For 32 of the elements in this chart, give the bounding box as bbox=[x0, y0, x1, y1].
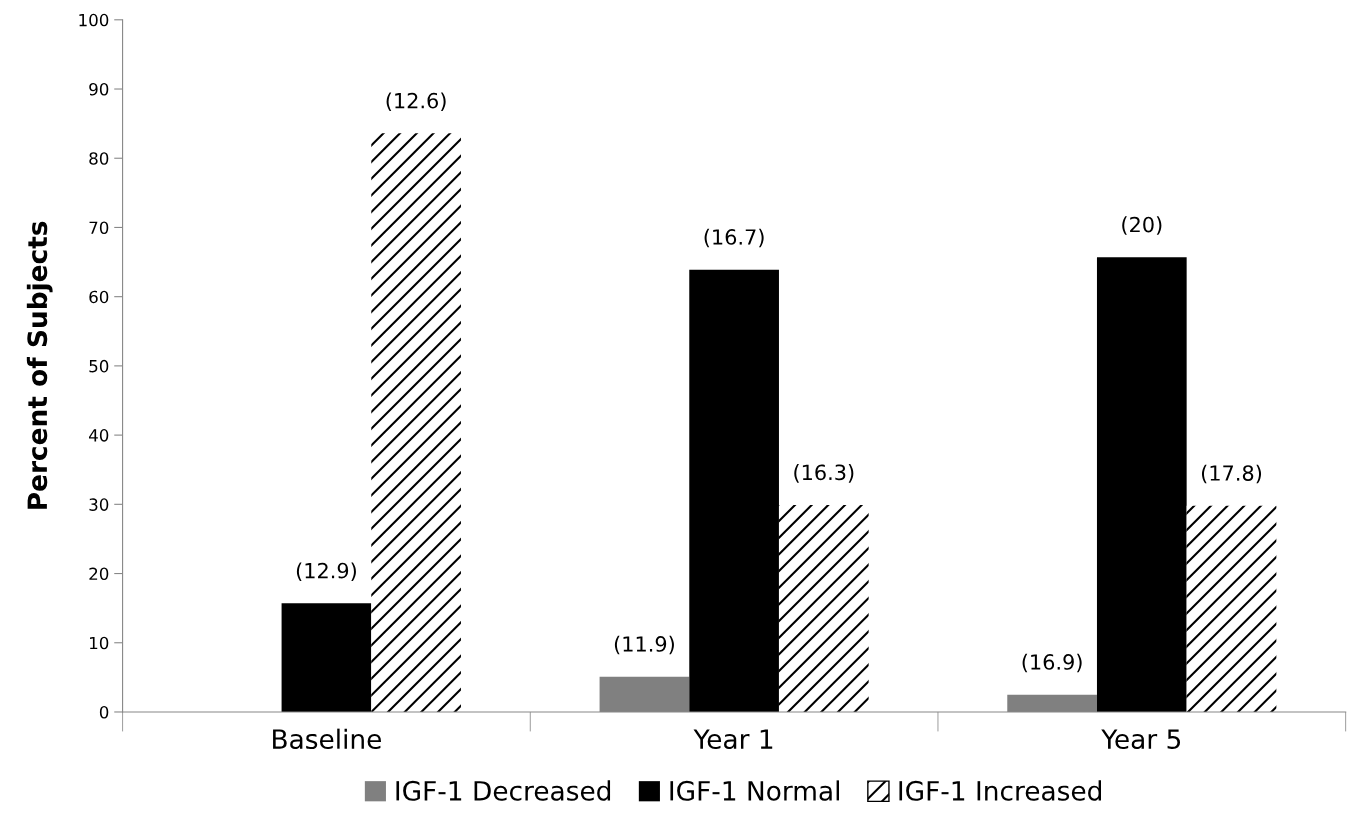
y-tick-label: 90 bbox=[89, 82, 109, 96]
y-tick-label: 60 bbox=[89, 290, 109, 304]
x-tick-label: Baseline bbox=[273, 728, 381, 750]
y-tick-label: 40 bbox=[88, 429, 109, 442]
bar bbox=[1186, 505, 1277, 712]
y-tick-label: 30 bbox=[89, 498, 109, 511]
y-tick-label: 0 bbox=[99, 705, 109, 719]
y-tick-label: 50 bbox=[89, 359, 109, 373]
y-tick-label: 70 bbox=[89, 221, 109, 235]
y-tick-label: 80 bbox=[89, 152, 109, 165]
bar bbox=[778, 505, 869, 712]
bar bbox=[281, 603, 372, 712]
y-tick-label: 10 bbox=[90, 636, 109, 650]
legend-label: IGF-1 Increased bbox=[899, 780, 1101, 801]
legend-label: IGF-1 Decreased bbox=[396, 780, 611, 801]
bar bbox=[1096, 257, 1187, 712]
annotation: (20) bbox=[1122, 216, 1162, 235]
annotation: (16.7) bbox=[704, 228, 764, 248]
bar bbox=[689, 269, 779, 712]
x-tick-label: Year 5 bbox=[1101, 729, 1181, 750]
y-tick-label: 20 bbox=[89, 567, 109, 581]
annotation: (16.9) bbox=[1022, 653, 1082, 673]
annotation: (12.9) bbox=[296, 562, 356, 581]
annotation: (17.8) bbox=[1201, 464, 1262, 484]
annotation: (11.9) bbox=[614, 635, 674, 655]
y-tick-label: 100 bbox=[79, 13, 109, 27]
x-tick-label: Year 1 bbox=[693, 729, 773, 750]
y-axis-title: Percent of Subjects bbox=[26, 221, 53, 509]
annotation: (16.3) bbox=[794, 464, 854, 483]
bar bbox=[371, 133, 461, 712]
legend-label: IGF-1 Normal bbox=[670, 780, 839, 801]
annotation: (12.6) bbox=[386, 92, 446, 111]
